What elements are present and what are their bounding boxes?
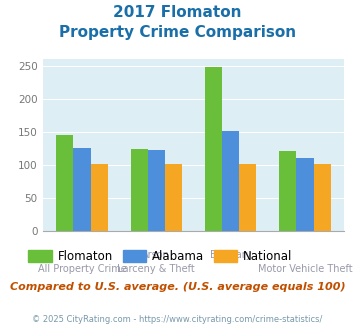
Bar (205, 67, 222, 231)
Bar (148, 150, 165, 231)
Bar (296, 158, 313, 231)
Text: Compared to U.S. average. (U.S. average equals 100): Compared to U.S. average. (U.S. average … (10, 282, 345, 292)
Text: Arson: Arson (142, 250, 170, 260)
Text: Larceny & Theft: Larceny & Theft (118, 264, 195, 274)
Bar (91, 164, 108, 231)
Bar (313, 164, 331, 231)
Bar (131, 149, 148, 231)
Bar (222, 131, 239, 231)
Text: Motor Vehicle Theft: Motor Vehicle Theft (258, 264, 352, 274)
Bar (279, 151, 296, 231)
Text: © 2025 CityRating.com - https://www.cityrating.com/crime-statistics/: © 2025 CityRating.com - https://www.city… (32, 315, 323, 324)
Legend: Flomaton, Alabama, National: Flomaton, Alabama, National (24, 245, 297, 268)
Bar (239, 164, 256, 231)
Text: Burglary: Burglary (210, 250, 251, 260)
Text: Property Crime Comparison: Property Crime Comparison (59, 25, 296, 40)
Bar (73, 148, 91, 231)
Text: 2017 Flomaton: 2017 Flomaton (113, 5, 242, 20)
Bar (165, 164, 182, 231)
Bar (56, 135, 73, 231)
Text: All Property Crime: All Property Crime (38, 264, 126, 274)
